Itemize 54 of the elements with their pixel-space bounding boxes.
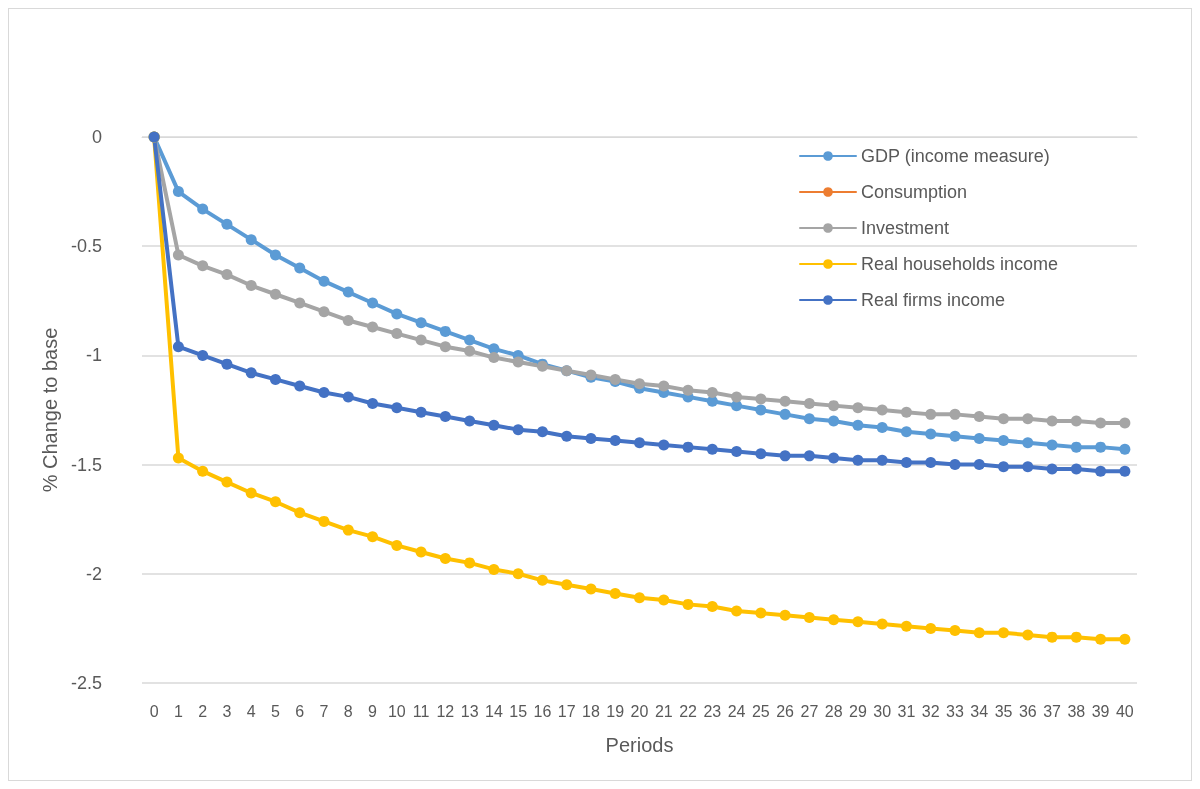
x-tick-label: 30	[873, 702, 892, 720]
x-tick-label: 24	[727, 702, 746, 720]
x-tick-label: 38	[1067, 702, 1086, 720]
x-tick-label: 36	[1018, 702, 1037, 720]
x-tick-label: 14	[484, 702, 503, 720]
x-tick-label: 34	[970, 702, 989, 720]
legend-label: Investment	[861, 218, 950, 238]
x-tick-label: 40	[1115, 702, 1134, 720]
x-tick-label: 1	[173, 702, 183, 720]
x-tick-label: 29	[849, 702, 867, 720]
legend-label: Consumption	[861, 182, 968, 202]
x-tick-label: 21	[654, 702, 673, 720]
x-tick-label: 39	[1091, 702, 1110, 720]
x-tick-label: 10	[387, 702, 406, 720]
x-tick-label: 32	[921, 702, 940, 720]
y-tick-label: 0	[91, 127, 102, 147]
x-tick-label: 28	[824, 702, 843, 720]
x-tick-label: 0	[149, 702, 159, 720]
x-tick-label: 27	[800, 702, 819, 720]
legend-label: GDP (income measure)	[861, 146, 1050, 166]
x-tick-label: 12	[436, 702, 455, 720]
x-tick-label: 35	[994, 702, 1013, 720]
y-tick-label: -1.5	[70, 454, 102, 475]
x-axis-title: Periods	[605, 734, 674, 756]
x-tick-label: 18	[582, 702, 600, 720]
x-tick-label: 19	[606, 702, 625, 720]
y-axis-title: % Change to base	[39, 327, 62, 493]
legend-label: Real households income	[861, 254, 1059, 274]
x-tick-label: 37	[1043, 702, 1062, 720]
x-tick-label: 15	[509, 702, 528, 720]
y-tick-label: -2.5	[70, 673, 102, 693]
x-tick-label: 6	[295, 702, 305, 720]
x-tick-label: 13	[460, 702, 479, 720]
x-tick-label: 31	[897, 702, 916, 720]
x-tick-label: 7	[319, 702, 329, 720]
x-tick-label: 26	[776, 702, 795, 720]
x-tick-label: 33	[946, 702, 964, 720]
x-tick-label: 23	[703, 702, 722, 720]
x-tick-label: 2	[198, 702, 208, 720]
x-tick-label: 22	[679, 702, 698, 720]
y-tick-label: -2	[85, 563, 102, 584]
x-tick-label: 8	[343, 702, 353, 720]
y-tick-label: -1	[85, 345, 102, 366]
x-tick-label: 16	[533, 702, 552, 720]
x-tick-label: 3	[222, 702, 232, 720]
legend-label: Real firms income	[861, 290, 1006, 310]
x-tick-label: 9	[368, 702, 378, 720]
x-tick-label: 11	[412, 702, 430, 720]
y-tick-label: -0.5	[70, 236, 102, 257]
x-tick-label: 25	[751, 702, 770, 720]
x-tick-label: 20	[630, 702, 649, 720]
x-tick-label: 17	[557, 702, 576, 720]
x-tick-label: 5	[271, 702, 281, 720]
x-tick-label: 4	[246, 702, 256, 720]
